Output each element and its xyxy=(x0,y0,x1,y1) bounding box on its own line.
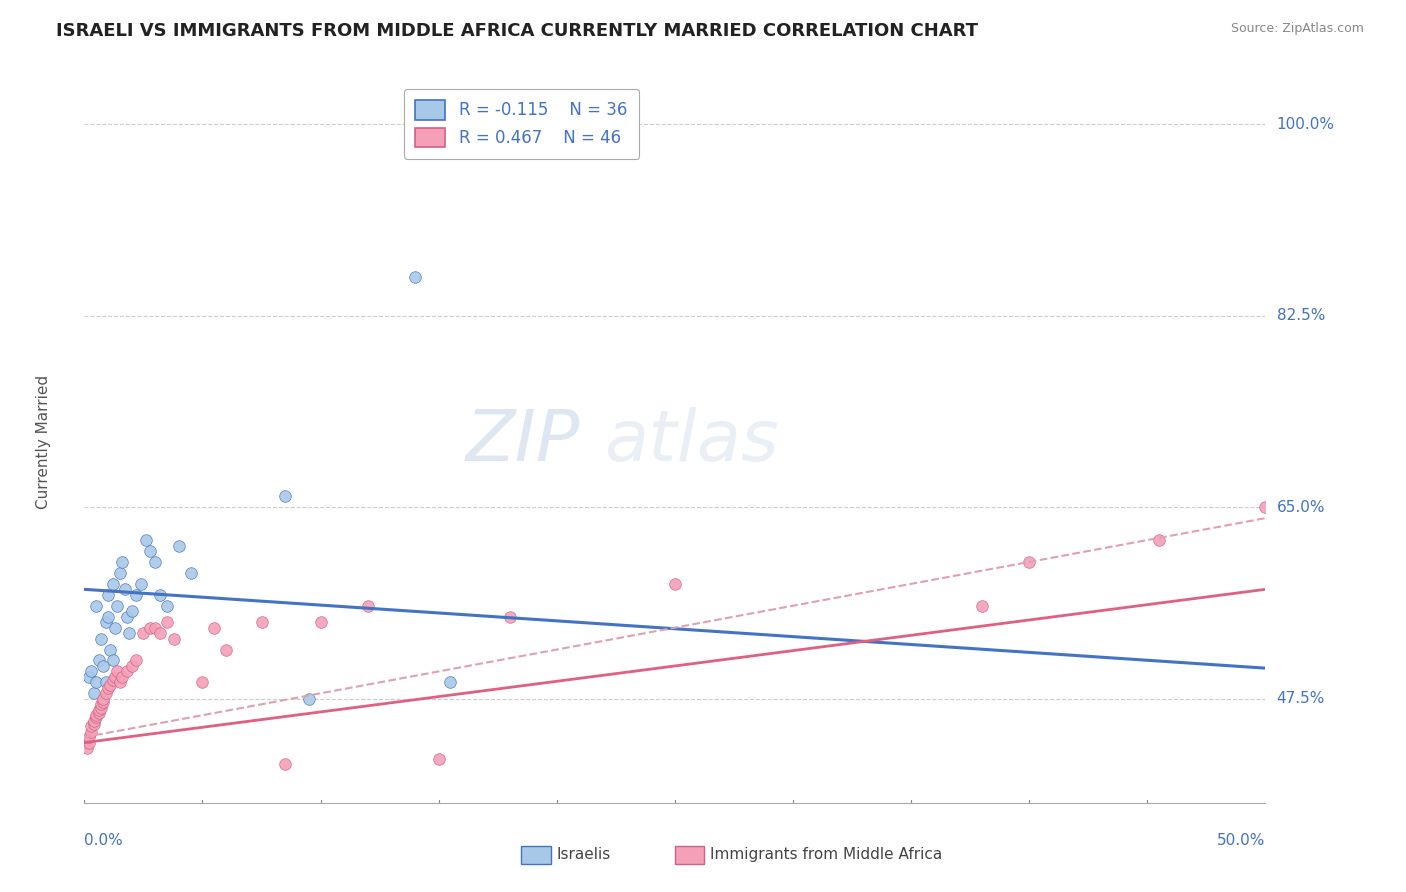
Point xyxy=(309,615,332,629)
Text: 47.5%: 47.5% xyxy=(1277,691,1324,706)
Point xyxy=(107,665,129,679)
Point xyxy=(90,698,112,712)
Point xyxy=(94,615,117,629)
Point xyxy=(143,621,166,635)
Point xyxy=(970,599,993,613)
Point xyxy=(114,582,136,597)
Point xyxy=(202,621,225,635)
Point xyxy=(129,577,152,591)
Point xyxy=(121,659,143,673)
Point xyxy=(80,724,103,739)
Point xyxy=(125,653,148,667)
Point xyxy=(149,626,172,640)
Text: 0.0%: 0.0% xyxy=(84,833,124,848)
Point xyxy=(149,588,172,602)
Point xyxy=(101,653,124,667)
Point xyxy=(115,609,138,624)
Point xyxy=(101,673,124,688)
Point xyxy=(139,621,162,635)
Point xyxy=(98,642,121,657)
Point xyxy=(1254,500,1277,515)
Point xyxy=(498,609,520,624)
Point xyxy=(664,577,686,591)
Point xyxy=(91,659,114,673)
Point xyxy=(167,539,190,553)
Point xyxy=(104,621,127,635)
Point xyxy=(111,670,134,684)
Point xyxy=(90,700,112,714)
Point xyxy=(104,670,127,684)
Text: 50.0%: 50.0% xyxy=(1218,833,1265,848)
Point xyxy=(94,675,117,690)
Point xyxy=(107,599,129,613)
Point xyxy=(115,665,138,679)
Text: Immigrants from Middle Africa: Immigrants from Middle Africa xyxy=(710,847,942,863)
Text: 100.0%: 100.0% xyxy=(1277,117,1334,131)
Point xyxy=(180,566,202,580)
Point xyxy=(404,270,426,285)
Point xyxy=(191,675,214,690)
Text: Source: ZipAtlas.com: Source: ZipAtlas.com xyxy=(1230,22,1364,36)
Point xyxy=(125,588,148,602)
Point xyxy=(132,626,155,640)
Point xyxy=(139,544,162,558)
Point xyxy=(156,599,179,613)
Point xyxy=(111,555,134,569)
Point xyxy=(94,686,117,700)
Point xyxy=(135,533,157,547)
Point xyxy=(121,604,143,618)
Point xyxy=(77,735,100,749)
Point xyxy=(439,675,461,690)
Point xyxy=(298,691,321,706)
Point xyxy=(108,566,131,580)
Point xyxy=(1018,555,1040,569)
Point xyxy=(77,730,100,744)
Text: Currently Married: Currently Married xyxy=(35,375,51,508)
Point xyxy=(250,615,273,629)
Point xyxy=(427,752,450,766)
Point xyxy=(97,588,120,602)
Point xyxy=(274,757,297,772)
Point xyxy=(163,632,186,646)
Text: 82.5%: 82.5% xyxy=(1277,308,1324,323)
Point xyxy=(118,626,141,640)
Point xyxy=(83,686,105,700)
Point xyxy=(156,615,179,629)
Point xyxy=(83,714,105,728)
Point xyxy=(101,577,124,591)
Point xyxy=(83,717,105,731)
Point xyxy=(84,599,107,613)
Point xyxy=(97,609,120,624)
Point xyxy=(76,741,98,756)
Point xyxy=(80,719,103,733)
FancyBboxPatch shape xyxy=(675,847,704,864)
Point xyxy=(357,599,380,613)
Point xyxy=(98,677,121,691)
Point xyxy=(87,653,110,667)
Point xyxy=(91,695,114,709)
Text: Israelis: Israelis xyxy=(557,847,612,863)
Point xyxy=(84,710,107,724)
Text: ISRAELI VS IMMIGRANTS FROM MIDDLE AFRICA CURRENTLY MARRIED CORRELATION CHART: ISRAELI VS IMMIGRANTS FROM MIDDLE AFRICA… xyxy=(56,22,979,40)
Point xyxy=(87,706,110,720)
Point xyxy=(108,675,131,690)
Point xyxy=(80,665,103,679)
Point xyxy=(90,632,112,646)
Legend: R = -0.115    N = 36, R = 0.467    N = 46: R = -0.115 N = 36, R = 0.467 N = 46 xyxy=(404,88,638,159)
Point xyxy=(84,675,107,690)
Point xyxy=(97,681,120,695)
Point xyxy=(215,642,238,657)
Point xyxy=(143,555,166,569)
Point xyxy=(274,489,297,503)
Text: 65.0%: 65.0% xyxy=(1277,500,1324,515)
Point xyxy=(1147,533,1170,547)
Text: atlas: atlas xyxy=(605,407,779,476)
Point xyxy=(84,708,107,723)
Point xyxy=(91,691,114,706)
Point xyxy=(87,703,110,717)
Text: ZIP: ZIP xyxy=(465,407,581,476)
Point xyxy=(77,670,100,684)
FancyBboxPatch shape xyxy=(522,847,551,864)
